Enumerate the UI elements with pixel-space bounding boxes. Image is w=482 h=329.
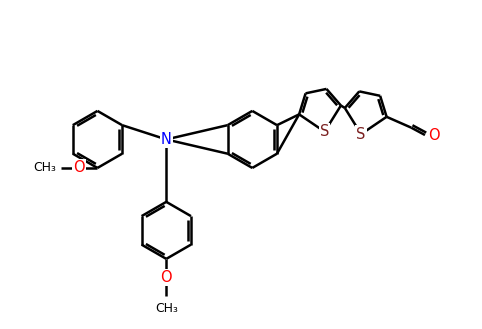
- Text: CH₃: CH₃: [33, 162, 56, 174]
- Text: O: O: [161, 270, 172, 285]
- Text: S: S: [320, 124, 329, 139]
- Text: O: O: [428, 128, 440, 142]
- Text: S: S: [356, 127, 366, 141]
- Text: CH₃: CH₃: [155, 302, 178, 315]
- Text: O: O: [73, 161, 85, 175]
- Text: N: N: [161, 132, 172, 147]
